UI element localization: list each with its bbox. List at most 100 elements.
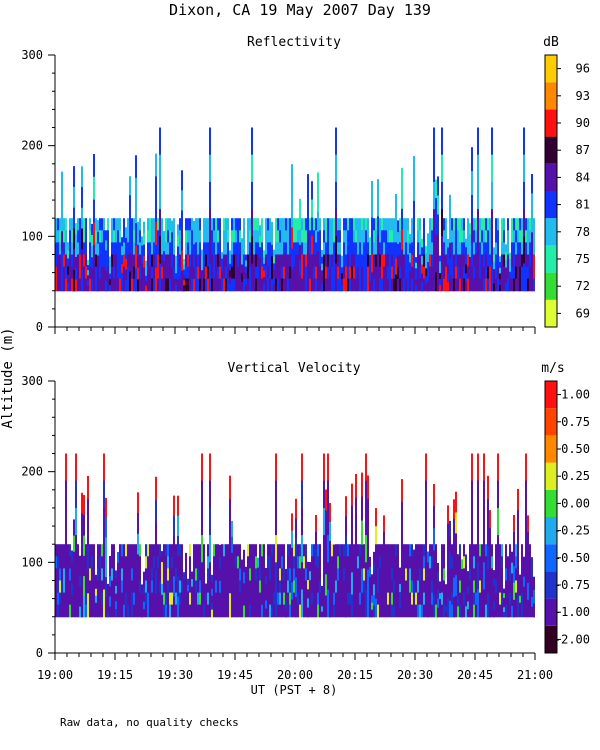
heatmap-cell [247,254,249,268]
heatmap-cell [305,254,307,268]
heatmap-cell [175,279,177,286]
heatmap-cell [209,507,211,536]
heatmap-cell [463,254,465,268]
heatmap-cell [381,230,383,243]
heatmap-cell [279,544,281,557]
heatmap-cell [107,242,109,256]
heatmap-cell [349,604,351,618]
heatmap-cell [93,604,95,618]
heatmap-cell [211,230,213,243]
heatmap-cell [311,604,313,618]
heatmap-cell [299,604,301,618]
heatmap-cell [447,273,449,283]
heatmap-cell [295,266,297,280]
colorbar-swatch [545,625,557,653]
heatmap-cell [163,580,165,594]
colorbar-label: 0.75 [561,415,590,429]
heatmap-cell [195,568,197,582]
colorbar-label: 81 [576,198,590,212]
heatmap-cell [205,230,207,243]
heatmap-cell [495,544,497,557]
heatmap-cell [301,266,303,280]
heatmap-cell [313,230,315,243]
heatmap-cell [241,578,243,589]
heatmap-cell [63,544,65,557]
heatmap-cell [97,220,99,233]
heatmap-cell [331,242,333,256]
heatmap-cell [473,544,475,557]
heatmap-cell [529,592,531,606]
heatmap-cell [177,224,179,237]
heatmap-cell [457,554,459,566]
heatmap-cell [351,230,353,243]
heatmap-cell [61,568,63,582]
heatmap-cell [415,556,417,569]
heatmap-cell [333,242,335,256]
heatmap-cell [379,278,381,292]
heatmap-cell [481,604,483,618]
heatmap-cell [149,266,151,280]
heatmap-cell [147,592,149,606]
heatmap-cell [407,278,409,292]
heatmap-cell [273,277,275,285]
heatmap-cell [61,231,63,252]
heatmap-cell [193,221,195,234]
heatmap-cell [527,549,529,567]
heatmap-cell [413,560,415,573]
heatmap-cell [65,230,67,243]
heatmap-cell [67,266,69,276]
heatmap-cell [447,256,449,266]
heatmap-cell [83,555,85,577]
heatmap-cell [91,568,93,582]
heatmap-cell [471,266,473,292]
heatmap-cell [307,607,309,618]
heatmap-cell [357,254,359,268]
heatmap-cell [119,278,121,292]
colorbar-frame [544,380,558,654]
heatmap-cell [213,568,215,582]
heatmap-cell [505,275,507,284]
heatmap-cell [451,218,453,231]
heatmap-cell [141,281,143,292]
heatmap-cell [343,278,345,292]
heatmap-cell [81,166,83,188]
heatmap-cell [307,213,309,233]
heatmap-cell [155,245,157,269]
heatmap-cell [369,606,371,618]
heatmap-cell [359,254,361,268]
heatmap-cell [151,556,153,569]
heatmap-cell [407,592,409,606]
heatmap-cell [303,580,305,594]
heatmap-cell [195,278,197,292]
heatmap-cell [251,263,253,292]
heatmap-cell [165,544,167,557]
heatmap-cell [99,254,101,268]
heatmap-cell [139,592,141,606]
heatmap-cell [357,604,359,618]
heatmap-cell [463,218,465,231]
heatmap-cell [201,453,203,482]
heatmap-cell [365,453,367,482]
heatmap-cell [329,597,331,618]
heatmap-cell [245,260,247,268]
heatmap-cell [59,556,61,569]
heatmap-cell [201,589,203,618]
heatmap-cell [167,592,169,606]
heatmap-cell [289,278,291,292]
heatmap-cell [409,281,411,292]
heatmap-cell [401,479,403,503]
heatmap-cell [83,218,85,231]
heatmap-cell [131,230,133,243]
heatmap-cell [385,568,387,582]
heatmap-cell [351,483,353,507]
heatmap-cell [371,199,373,219]
heatmap-cell [399,266,401,280]
heatmap-cell [409,253,411,263]
heatmap-cell [221,568,223,582]
heatmap-cell [149,254,151,268]
heatmap-cell [235,218,237,231]
heatmap-cell [491,263,493,292]
heatmap-cell [235,230,237,243]
heatmap-cell [143,221,145,234]
heatmap-cell [531,587,533,598]
